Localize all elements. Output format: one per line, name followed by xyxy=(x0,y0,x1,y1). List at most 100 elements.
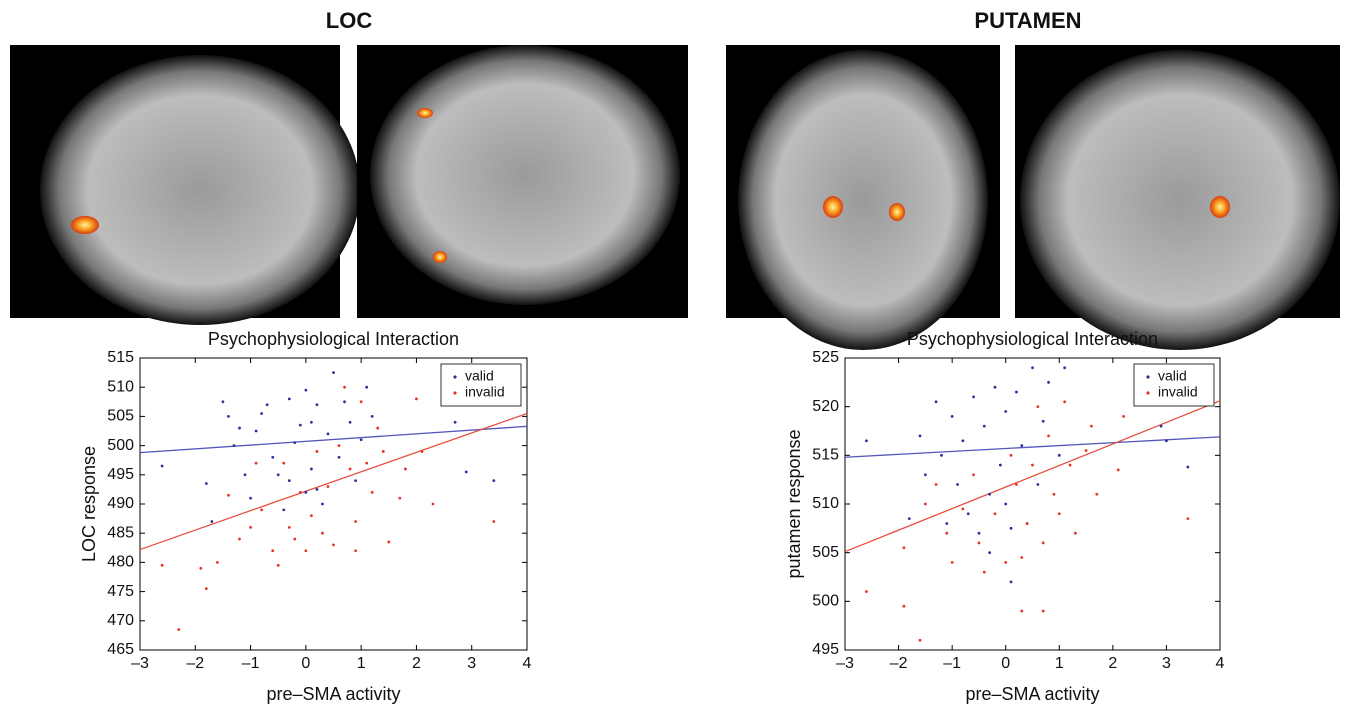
y-axis-label: putamen response xyxy=(784,429,804,578)
scatter-point xyxy=(360,400,363,403)
fit-line xyxy=(140,413,527,549)
scatter-point xyxy=(205,587,208,590)
legend-marker xyxy=(453,375,456,378)
fit-line xyxy=(140,426,527,452)
scatter-point xyxy=(1047,434,1050,437)
fit-line xyxy=(845,437,1220,457)
scatter-point xyxy=(924,473,927,476)
scatter-point xyxy=(304,389,307,392)
y-tick-label: 520 xyxy=(812,398,839,415)
scatter-point xyxy=(266,403,269,406)
scatter-point xyxy=(227,494,230,497)
y-tick-label: 470 xyxy=(107,612,134,629)
scatter-point xyxy=(919,639,922,642)
x-axis-label: pre–SMA activity xyxy=(266,684,400,704)
scatter-point xyxy=(349,421,352,424)
scatter-point xyxy=(227,415,230,418)
scatter-point xyxy=(271,549,274,552)
scatter-point xyxy=(327,485,330,488)
scatter-point xyxy=(354,479,357,482)
scatter-point xyxy=(988,493,991,496)
scatter-point xyxy=(222,400,225,403)
x-tick-label: 2 xyxy=(1108,655,1117,672)
scatter-point xyxy=(398,497,401,500)
scatter-point xyxy=(310,468,313,471)
brain-image xyxy=(726,45,1000,350)
scatter-point xyxy=(940,454,943,457)
scatter-point xyxy=(321,503,324,506)
scatter-point xyxy=(332,543,335,546)
scatter-point xyxy=(360,438,363,441)
chart-title: Psychophysiological Interaction xyxy=(907,329,1158,349)
x-tick-label: 4 xyxy=(1216,655,1225,672)
scatter-point xyxy=(316,488,319,491)
scatter-point xyxy=(310,514,313,517)
x-tick-label: 2 xyxy=(412,655,421,672)
scatter-point xyxy=(903,605,906,608)
scatter-point xyxy=(260,412,263,415)
scatter-point xyxy=(935,400,938,403)
y-tick-label: 500 xyxy=(107,437,134,454)
x-tick-label: 1 xyxy=(357,655,366,672)
scatter-point xyxy=(1026,522,1029,525)
scatter-point xyxy=(310,421,313,424)
scatter-point xyxy=(244,473,247,476)
scatter-point xyxy=(951,561,954,564)
scatter-point xyxy=(282,462,285,465)
y-tick-label: 495 xyxy=(812,641,839,658)
y-tick-label: 510 xyxy=(107,378,134,395)
scatter-point xyxy=(255,430,258,433)
scatter-point xyxy=(978,542,981,545)
scatter-point xyxy=(293,538,296,541)
scatter-point xyxy=(1122,415,1125,418)
y-tick-label: 475 xyxy=(107,583,134,600)
scatter-point xyxy=(205,482,208,485)
scatter-point xyxy=(945,522,948,525)
scatter-point xyxy=(249,497,252,500)
y-tick-label: 515 xyxy=(107,349,134,366)
y-tick-label: 495 xyxy=(107,466,134,483)
scatter-point xyxy=(865,590,868,593)
brain-image xyxy=(357,45,688,318)
scatter-point xyxy=(382,450,385,453)
scatter-point xyxy=(1063,366,1066,369)
scatter-point xyxy=(233,444,236,447)
scatter-point xyxy=(249,526,252,529)
scatter-point xyxy=(1010,580,1013,583)
scatter-point xyxy=(216,561,219,564)
scatter-point xyxy=(994,512,997,515)
scatter-point xyxy=(327,433,330,436)
scatter-point xyxy=(1004,410,1007,413)
scatter-point xyxy=(1010,454,1013,457)
scatter-point xyxy=(994,386,997,389)
scatter-point xyxy=(972,396,975,399)
scatter-point xyxy=(304,491,307,494)
scatter-point xyxy=(1004,503,1007,506)
y-tick-label: 515 xyxy=(812,447,839,464)
scatter-point xyxy=(1117,469,1120,472)
scatter-point xyxy=(1069,464,1072,467)
scatter-point xyxy=(316,403,319,406)
scatter-point xyxy=(238,538,241,541)
scatter-point xyxy=(1047,381,1050,384)
scatter-point xyxy=(1074,532,1077,535)
scatter-point xyxy=(199,567,202,570)
x-tick-label: 4 xyxy=(523,655,532,672)
x-tick-label: 1 xyxy=(1055,655,1064,672)
scatter-point xyxy=(935,483,938,486)
scatter-point xyxy=(465,470,468,473)
scatter-point xyxy=(961,507,964,510)
legend-label: invalid xyxy=(1158,384,1198,400)
scatter-point xyxy=(371,491,374,494)
scatter-point xyxy=(1015,483,1018,486)
brain-image xyxy=(10,45,360,325)
scatter-point xyxy=(1031,464,1034,467)
x-tick-label: –2 xyxy=(890,655,908,672)
scatter-point xyxy=(1095,493,1098,496)
scatter-point xyxy=(945,532,948,535)
x-tick-label: –2 xyxy=(186,655,204,672)
y-tick-label: 490 xyxy=(107,495,134,512)
scatter-point xyxy=(972,473,975,476)
scatter-point xyxy=(951,415,954,418)
legend-label: valid xyxy=(465,368,494,384)
